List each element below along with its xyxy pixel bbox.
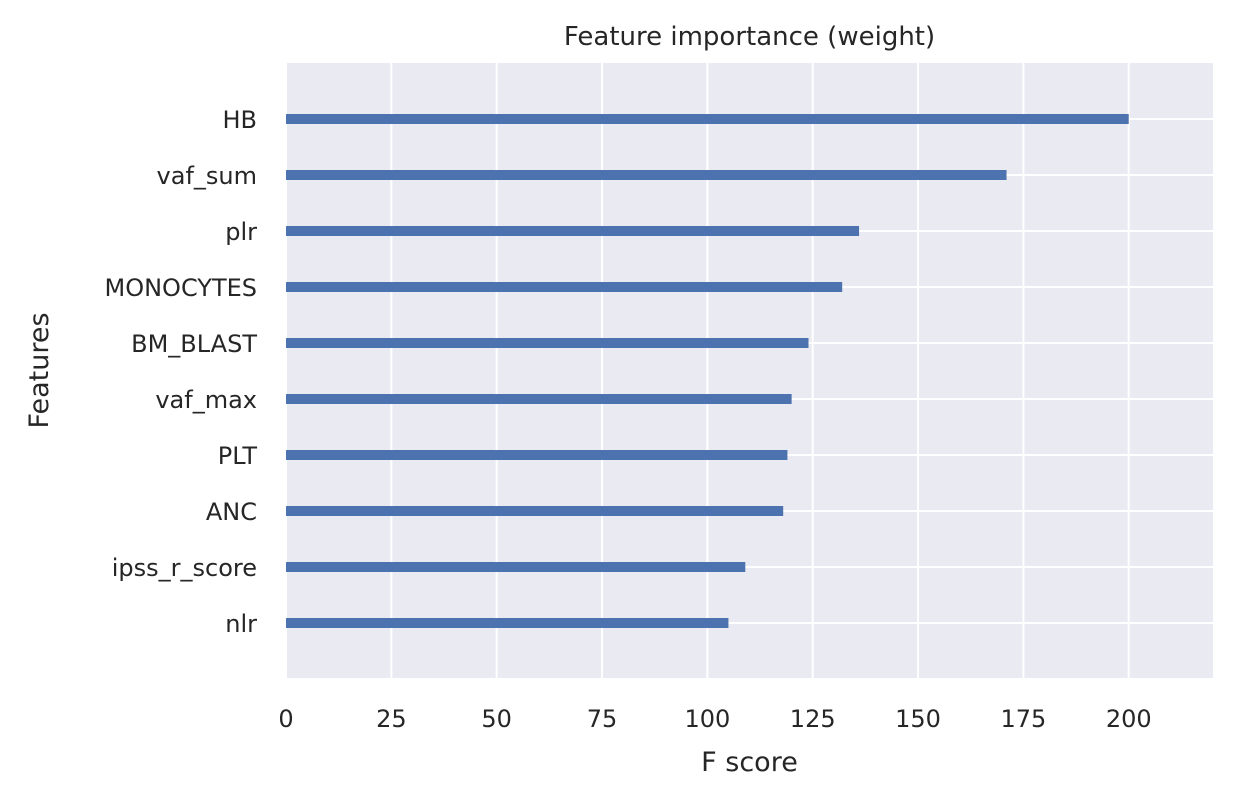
x-tick-label: 75 — [587, 705, 618, 733]
x-tick-label: 125 — [790, 705, 836, 733]
bar-ANC — [286, 506, 784, 516]
x-tick-label: 50 — [481, 705, 512, 733]
bar-plr — [286, 226, 860, 236]
y-tick-label: HB — [222, 106, 257, 134]
bar-MONOCYTES — [286, 282, 843, 292]
bar-nlr — [286, 618, 729, 628]
y-tick-label: plr — [225, 218, 257, 246]
x-tick-label: 100 — [684, 705, 730, 733]
chart-title: Feature importance (weight) — [564, 22, 935, 52]
x-tick-label: 25 — [376, 705, 407, 733]
bars — [286, 114, 1129, 628]
y-tick-label: ANC — [206, 498, 257, 526]
y-tick-label: nlr — [225, 610, 257, 638]
y-tick-label: MONOCYTES — [105, 274, 258, 302]
y-tick-label: ipss_r_score — [112, 554, 257, 582]
x-tick-label: 175 — [1000, 705, 1046, 733]
bar-BM_BLAST — [286, 338, 809, 348]
y-axis-label: Features — [24, 312, 55, 428]
y-tick-label: vaf_max — [155, 386, 257, 414]
x-tick-label: 200 — [1106, 705, 1152, 733]
bar-vaf_sum — [286, 170, 1007, 180]
x-tick-labels: 0 25 50 75 100 125 150 175 200 — [278, 705, 1151, 733]
y-tick-label: BM_BLAST — [131, 330, 257, 358]
x-axis-label: F score — [701, 747, 798, 778]
bar-ipss_r_score — [286, 562, 746, 572]
bar-vaf_max — [286, 394, 792, 404]
x-tick-label: 150 — [895, 705, 941, 733]
y-tick-label: PLT — [218, 442, 258, 470]
x-tick-label: 0 — [278, 705, 293, 733]
y-tick-label: vaf_sum — [157, 162, 257, 190]
bar-PLT — [286, 450, 788, 460]
plot-area — [286, 63, 1213, 678]
bar-HB — [286, 114, 1129, 124]
